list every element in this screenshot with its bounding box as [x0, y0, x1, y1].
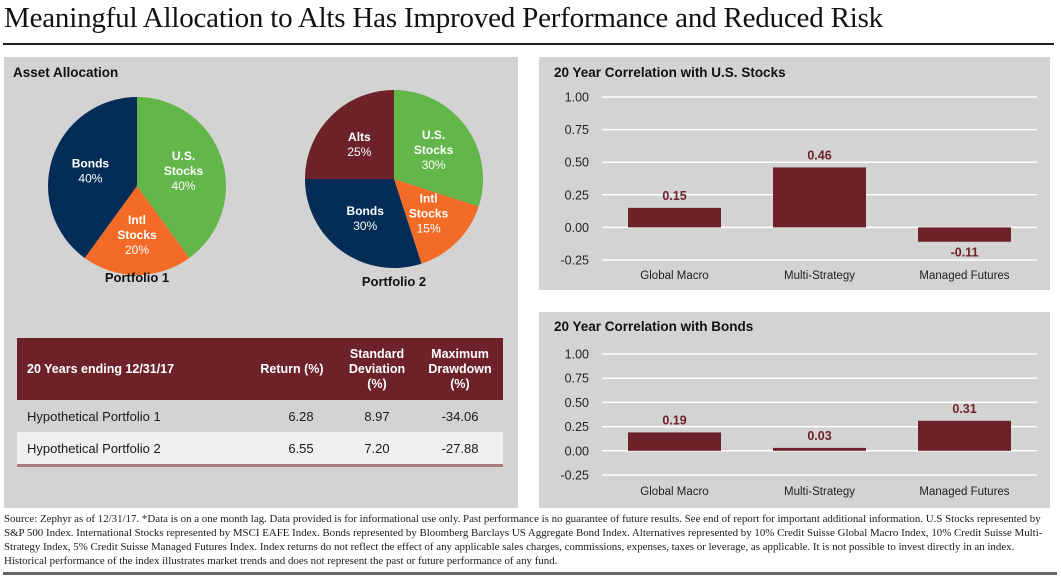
y-tick-label: 0.75 [565, 372, 589, 386]
header-max-drawdown: Maximum Drawdown (%) [417, 338, 503, 400]
pie-label-intl-stocks-pct: 20% [125, 243, 149, 257]
x-category-label: Global Macro [640, 270, 708, 282]
bar-value-label: 0.03 [807, 429, 831, 443]
row-name: Hypothetical Portfolio 2 [17, 432, 247, 467]
pie-label-u-s-stocks-pct: 40% [172, 179, 196, 193]
bar-value-label: 0.46 [807, 148, 831, 162]
bar-chart-correlation-bonds: 1.00 0.75 0.50 0.25 0.00 -0.25 0.19 Global Macr… [561, 348, 1037, 498]
pie-slice-bonds [305, 179, 422, 268]
bar-multi-strategy [773, 447, 866, 451]
header-dd-line1: Maximum [431, 346, 489, 361]
bar-global-macro [628, 207, 721, 228]
x-category-label: Managed Futures [919, 270, 1009, 282]
page-title: Meaningful Allocation to Alts Has Improv… [4, 2, 883, 34]
pie-slice-alts [305, 90, 394, 179]
y-tick-label: -0.25 [561, 469, 590, 483]
y-tick-label: 0.00 [565, 444, 589, 458]
y-tick-label: 0.25 [565, 420, 589, 434]
header-std-line1: Standard [349, 346, 405, 361]
table-row: Hypothetical Portfolio 1 6.28 8.97 -34.0… [17, 400, 503, 432]
pie-label-u-s-stocks: Stocks [164, 164, 204, 178]
row-return: 6.55 [247, 432, 337, 467]
pie-chart-portfolio-1: U.S.Stocks40%IntlStocks20%Bonds40%Portfo… [48, 97, 226, 285]
header-std-line2: Deviation [348, 361, 406, 376]
pie-label-u-s-stocks: U.S. [422, 128, 445, 142]
y-tick-label: 0.75 [565, 123, 589, 137]
title-divider [3, 43, 1054, 45]
y-tick-label: 1.00 [565, 91, 589, 105]
row-max-drawdown: -34.06 [417, 400, 503, 432]
table-header-row: 20 Years ending 12/31/17 Return (%) Stan… [17, 338, 503, 400]
pie-slice-bonds [48, 97, 137, 259]
y-tick-label: 0.00 [565, 221, 589, 235]
performance-table: 20 Years ending 12/31/17 Return (%) Stan… [17, 338, 503, 467]
bar-chart-correlation-stocks: 1.00 0.75 0.50 0.25 0.00 -0.25 0.15 Global Macr… [561, 91, 1037, 282]
pie-caption-portfolio-1: Portfolio 1 [105, 270, 169, 285]
bar-multi-strategy [773, 167, 866, 228]
bar-managed-futures [918, 420, 1011, 451]
allocation-panel-title: Asset Allocation [13, 65, 119, 80]
pie-slice-intl-stocks [84, 186, 190, 275]
x-category-label: Managed Futures [919, 486, 1009, 498]
pie-label-u-s-stocks: U.S. [172, 149, 195, 163]
y-tick-label: 0.25 [565, 188, 589, 202]
bar-value-label: -0.11 [951, 246, 979, 260]
x-category-label: Global Macro [640, 486, 708, 498]
bar-global-macro [628, 432, 721, 451]
y-tick-label: -0.25 [561, 254, 590, 268]
pie-label-intl-stocks-pct: 15% [417, 222, 441, 236]
bar-value-label: 0.31 [952, 402, 976, 416]
y-tick-label: 0.50 [565, 396, 589, 410]
pie-label-alts-pct: 25% [347, 145, 371, 159]
table-row: Hypothetical Portfolio 2 6.55 7.20 -27.8… [17, 432, 503, 467]
x-category-label: Multi-Strategy [784, 270, 855, 282]
row-return: 6.28 [247, 400, 337, 432]
correlation-stocks-title: 20 Year Correlation with U.S. Stocks [554, 65, 786, 80]
pie-label-bonds-pct: 40% [78, 171, 102, 185]
footnote-disclaimer: Source: Zephyr as of 12/31/17. *Data is … [4, 513, 1043, 567]
correlation-stocks-panel: 20 Year Correlation with U.S. Stocks 1.0… [539, 57, 1050, 290]
pie-slice-u-s-stocks [394, 90, 483, 207]
pie-chart-portfolio-2: U.S.Stocks30%IntlStocks15%Bonds30%Alts25… [305, 90, 483, 289]
pie-label-bonds: Bonds [347, 204, 385, 218]
row-name: Hypothetical Portfolio 1 [17, 400, 247, 432]
correlation-bonds-panel: 20 Year Correlation with Bonds 1.00 0.75 0… [539, 312, 1050, 508]
header-dd-line2: Drawdown [428, 361, 492, 376]
y-tick-label: 0.50 [565, 156, 589, 170]
row-std-dev: 7.20 [337, 432, 417, 467]
pie-slice-u-s-stocks [137, 97, 226, 259]
header-return: Return (%) [247, 338, 337, 400]
row-std-dev: 8.97 [337, 400, 417, 432]
pie-caption-portfolio-2: Portfolio 2 [362, 274, 426, 289]
header-std-line3: (%) [367, 376, 387, 391]
bar-value-label: 0.19 [662, 413, 686, 427]
pie-label-intl-stocks: Stocks [117, 228, 157, 242]
bar-value-label: 0.15 [662, 189, 686, 203]
pie-label-u-s-stocks: Stocks [414, 143, 454, 157]
correlation-bonds-title: 20 Year Correlation with Bonds [554, 319, 754, 334]
bottom-divider [3, 572, 1057, 575]
x-category-label: Multi-Strategy [784, 486, 855, 498]
bar-managed-futures [918, 227, 1011, 242]
pie-label-alts: Alts [348, 130, 371, 144]
pie-label-bonds-pct: 30% [353, 219, 377, 233]
pie-label-intl-stocks: Stocks [409, 207, 449, 221]
header-std-dev: Standard Deviation (%) [337, 338, 417, 400]
pie-label-intl-stocks: Intl [420, 192, 438, 206]
pie-slice-intl-stocks [394, 179, 479, 264]
pie-label-bonds: Bonds [72, 156, 110, 170]
row-max-drawdown: -27.88 [417, 432, 503, 467]
header-period: 20 Years ending 12/31/17 [17, 338, 247, 400]
header-dd-line3: (%) [450, 376, 470, 391]
pie-label-intl-stocks: Intl [128, 213, 146, 227]
pie-label-u-s-stocks-pct: 30% [422, 158, 446, 172]
y-tick-label: 1.00 [565, 348, 589, 362]
